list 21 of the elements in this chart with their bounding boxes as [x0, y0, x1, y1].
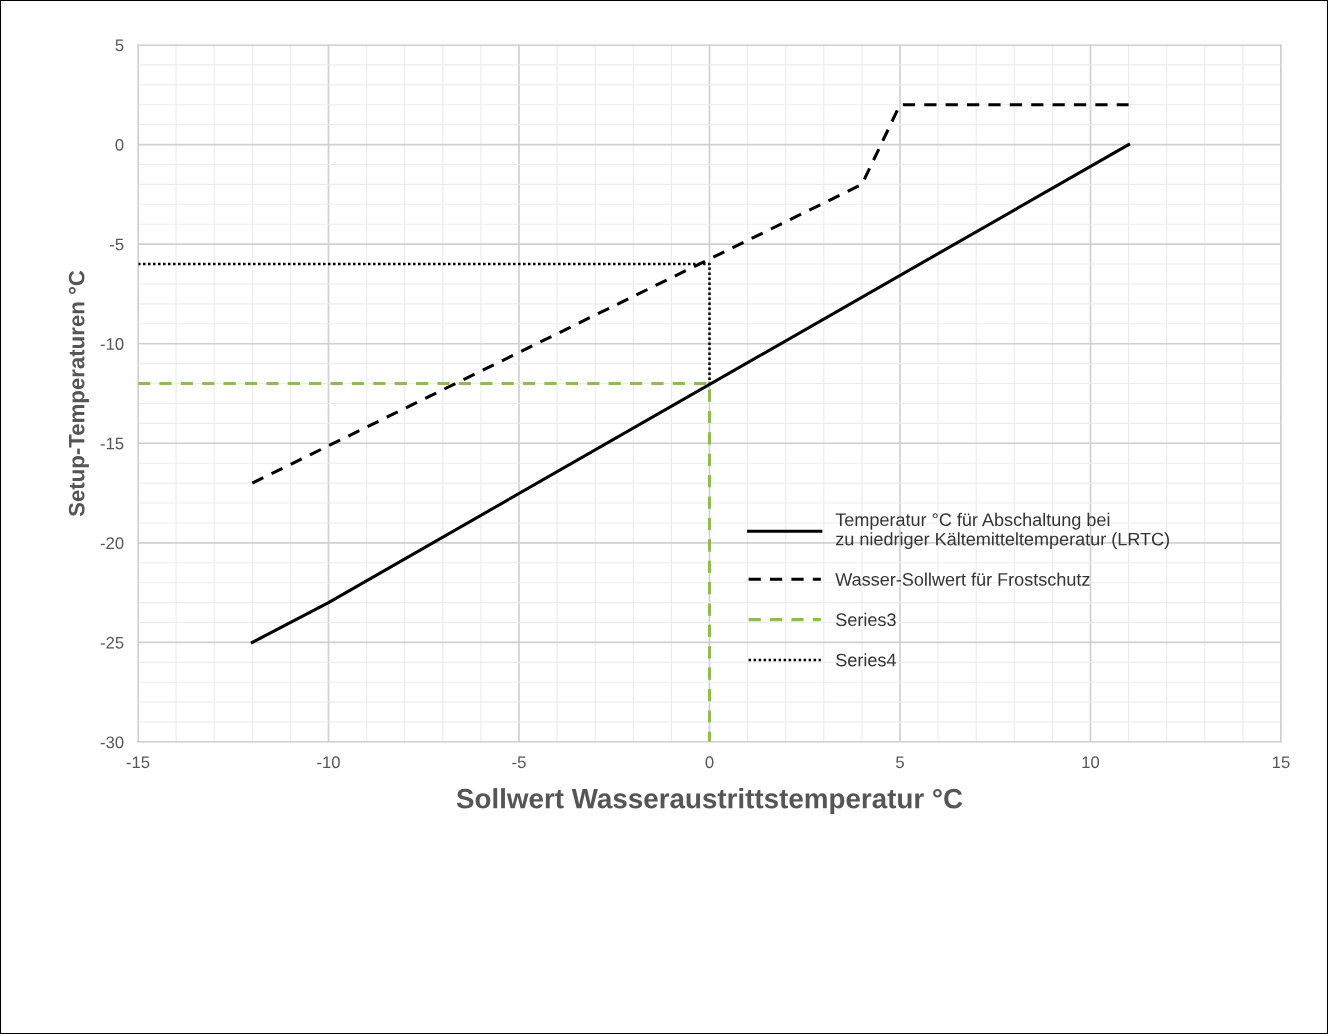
- x-tick-label: 15: [1273, 756, 1290, 769]
- y-axis-title: Setup-Temperaturen °C: [68, 270, 89, 517]
- y-tick-label: 0: [115, 138, 124, 151]
- x-tick-label: -10: [317, 756, 340, 769]
- y-tick-label: -10: [100, 338, 124, 350]
- x-tick-label: 10: [1082, 756, 1100, 769]
- x-tick-label: 0: [705, 756, 714, 769]
- x-tick-label: -5: [512, 756, 526, 769]
- y-tick-label: -20: [100, 537, 124, 550]
- x-tick-label: -15: [126, 756, 150, 769]
- legend-label: Series4: [836, 653, 896, 667]
- y-tick-label: -25: [100, 636, 124, 649]
- y-tick-label: 5: [115, 39, 124, 52]
- y-tick-label: -15: [100, 437, 124, 450]
- x-tick-label: 5: [896, 756, 904, 769]
- y-tick-label: -30: [100, 736, 124, 749]
- legend-label: Series3: [836, 612, 896, 627]
- x-axis-title: Sollwert Wasseraustrittstemperatur °C: [456, 788, 963, 814]
- y-tick-label: -5: [110, 238, 124, 251]
- legend-label: Temperatur °C für Abschaltung bei zu niedriger Kältemitteltemperatur (LRTC): [835, 512, 1169, 550]
- legend-label: Wasser-Sollwert für Frostschutz: [835, 572, 1090, 586]
